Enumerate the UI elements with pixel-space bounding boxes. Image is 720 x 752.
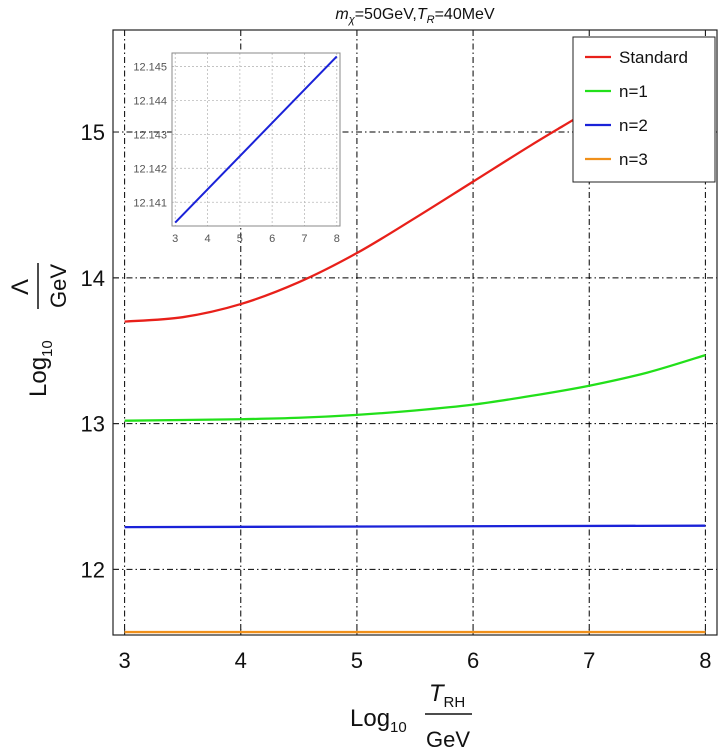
legend-item: Standard: [585, 48, 688, 67]
legend-label: n=2: [619, 116, 648, 135]
svg-text:GeV: GeV: [46, 264, 71, 308]
inset-y-tick-label: 12.145: [133, 62, 167, 74]
legend: Standard n=1 n=2 n=3: [572, 36, 716, 183]
x-tick-label: 7: [583, 648, 595, 673]
inset-series: [174, 55, 338, 224]
svg-text:TRH: TRH: [429, 680, 465, 711]
svg-text:Log10: Log10: [25, 340, 56, 397]
legend-label: n=1: [619, 82, 648, 101]
inset-x-tick-label: 3: [172, 233, 178, 245]
inset-frame: [171, 52, 341, 227]
inset-plot: 3 4 5 6 7 8 12.141 12.142 12.143 12.144 12.145: [133, 52, 341, 245]
x-tick-label: 5: [351, 648, 363, 673]
inset-series-line: [174, 55, 338, 224]
series-line-n-1: [124, 353, 706, 422]
y-tick-label: 12: [81, 557, 105, 582]
legend-label: n=3: [619, 150, 648, 169]
series-line-n-2: [124, 524, 706, 529]
inset-y-tick-label: 12.143: [133, 129, 167, 141]
inset-x-tick-label: 5: [237, 233, 243, 245]
inset-y-tick-label: 12.144: [133, 95, 167, 107]
y-axis-label: Log10 Λ GeV: [7, 263, 71, 397]
inset-x-tick-label: 8: [334, 233, 340, 245]
inset-y-tick-label: 12.141: [133, 197, 167, 209]
legend-label: Standard: [619, 48, 688, 67]
legend-item: n=3: [585, 150, 648, 169]
y-tick-label: 14: [81, 266, 105, 291]
x-axis-label: Log10 TRH GeV: [350, 680, 472, 752]
main-grid: [113, 30, 717, 635]
x-tick-label: 6: [467, 648, 479, 673]
legend-item: n=1: [585, 82, 648, 101]
x-tick-label: 3: [118, 648, 130, 673]
inset-y-tick-labels: 12.141 12.142 12.143 12.144 12.145: [133, 62, 167, 210]
x-tick-label: 4: [235, 648, 247, 673]
x-tick-labels: 3 4 5 6 7 8: [118, 648, 711, 673]
inset-grid: [172, 53, 340, 226]
svg-text:Λ: Λ: [7, 279, 34, 295]
inset-x-tick-label: 7: [301, 233, 307, 245]
y-tick-labels: 12 13 14 15: [81, 120, 105, 582]
y-tick-label: 15: [81, 120, 105, 145]
inset-x-tick-label: 6: [269, 233, 275, 245]
inset-x-tick-label: 4: [204, 233, 210, 245]
svg-text:Log10: Log10: [350, 705, 407, 736]
legend-box: [572, 36, 716, 183]
svg-text:GeV: GeV: [426, 727, 470, 752]
plot-frame: [112, 29, 718, 636]
inset-x-tick-labels: 3 4 5 6 7 8: [172, 233, 340, 245]
legend-item: n=2: [585, 116, 648, 135]
chart-title: mχ=50GeV,TR=40MeV: [335, 6, 495, 26]
inset-y-tick-label: 12.142: [133, 163, 167, 175]
x-tick-label: 8: [699, 648, 711, 673]
y-tick-label: 13: [81, 412, 105, 437]
